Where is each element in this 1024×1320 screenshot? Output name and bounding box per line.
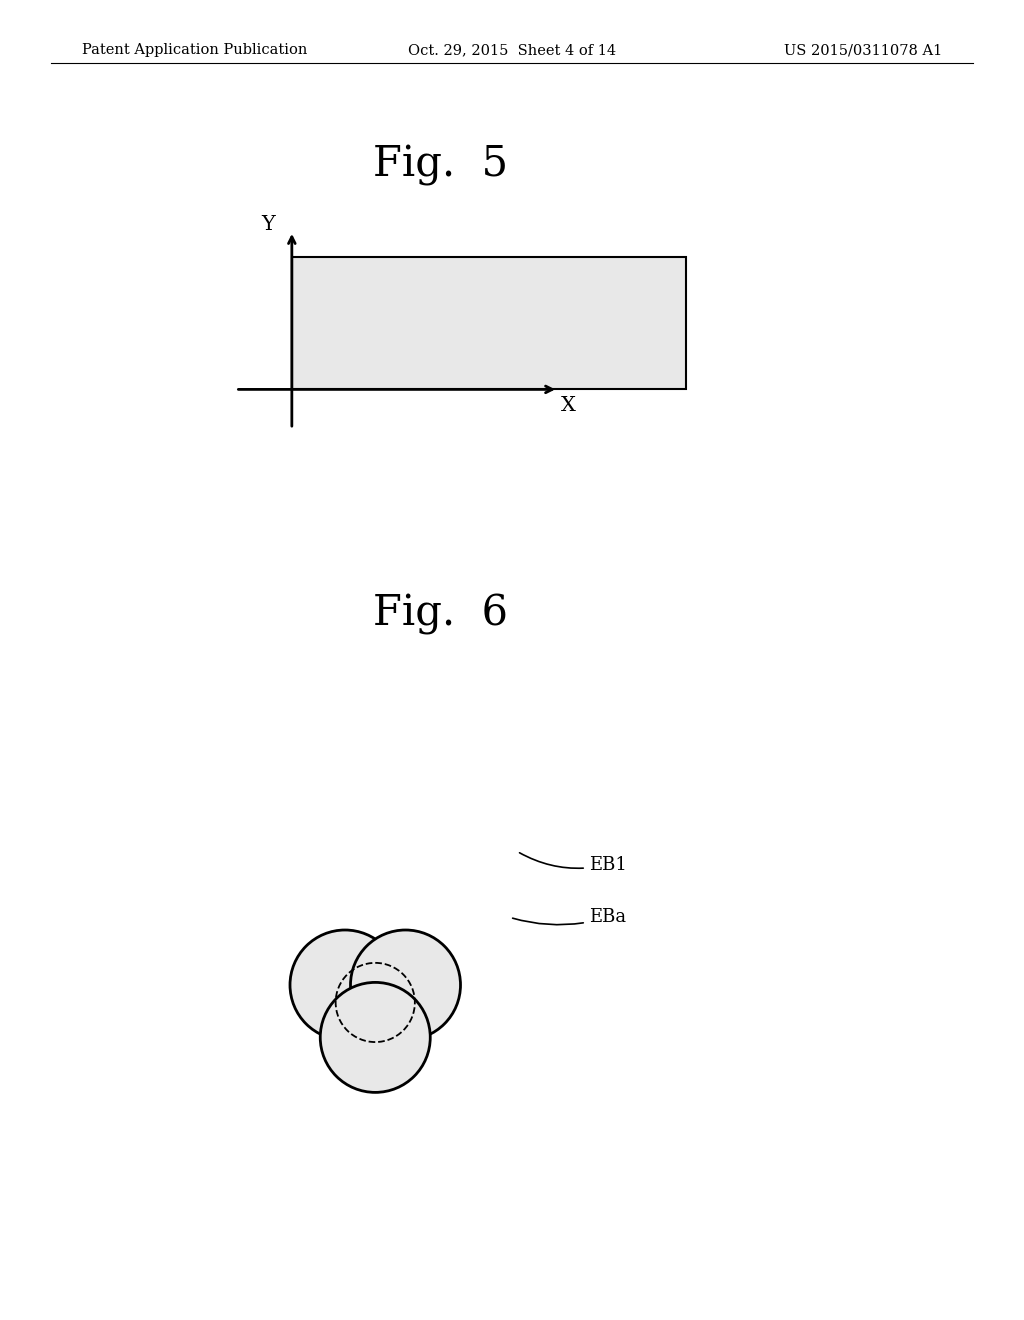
Circle shape (350, 931, 461, 1040)
Text: EBa: EBa (513, 908, 626, 927)
Text: Oct. 29, 2015  Sheet 4 of 14: Oct. 29, 2015 Sheet 4 of 14 (408, 44, 616, 57)
Circle shape (321, 982, 430, 1093)
Text: Y: Y (261, 215, 275, 234)
Text: X: X (561, 396, 575, 414)
Text: Fig.  5: Fig. 5 (373, 144, 508, 186)
Text: Fig.  6: Fig. 6 (373, 593, 508, 635)
Text: EB1: EB1 (519, 853, 627, 874)
Text: Patent Application Publication: Patent Application Publication (82, 44, 307, 57)
Bar (292, 257, 686, 389)
Text: US 2015/0311078 A1: US 2015/0311078 A1 (783, 44, 942, 57)
Circle shape (290, 931, 400, 1040)
